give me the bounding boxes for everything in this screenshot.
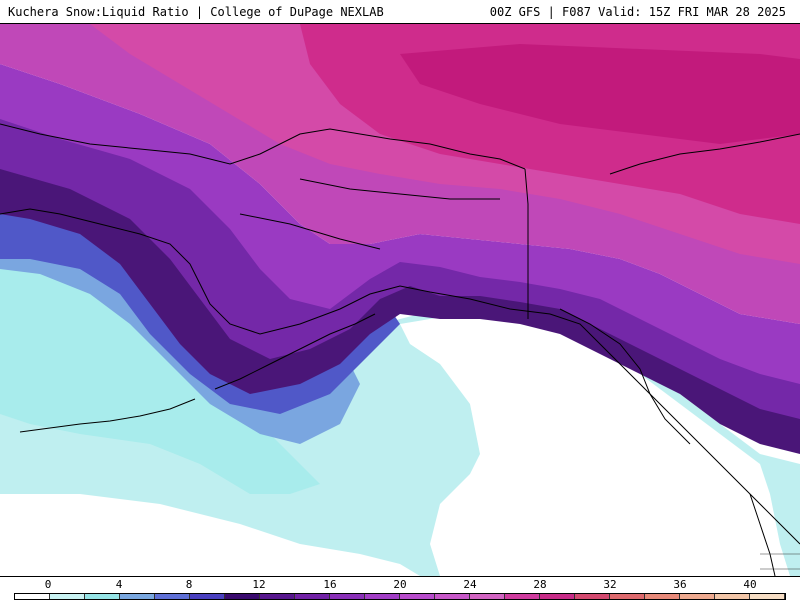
color-swatch: [645, 594, 680, 599]
color-swatch: [85, 594, 120, 599]
color-swatch: [715, 594, 750, 599]
tick-label: 28: [533, 578, 547, 591]
tick-label: 40: [743, 578, 757, 591]
snow-ratio-field: [0, 24, 800, 576]
color-swatch: [540, 594, 575, 599]
coastlines: [0, 123, 800, 576]
contour-lightblue-band: [0, 224, 360, 444]
forecast-map: [0, 24, 800, 576]
color-swatch: [330, 594, 365, 599]
tick-label: 24: [463, 578, 477, 591]
tick-label: 32: [603, 578, 617, 591]
color-swatch: [190, 594, 225, 599]
valid-time: 00Z GFS | F087 Valid: 15Z FRI MAR 28 202…: [489, 5, 786, 19]
colorbar-legend: 0 4 8 12 16 20 24 28 32 36 40: [0, 576, 800, 600]
color-swatch: [680, 594, 715, 599]
color-swatch: [610, 594, 645, 599]
color-swatch: [575, 594, 610, 599]
contour-blue-band: [0, 214, 400, 414]
contour-deep-purple: [0, 164, 800, 454]
color-swatch: [470, 594, 505, 599]
tick-label: 12: [252, 578, 266, 591]
color-swatch: [435, 594, 470, 599]
contour-hot-pink-core: [400, 44, 800, 144]
contour-cyan-band: [0, 234, 320, 494]
color-swatch: [15, 594, 50, 599]
color-swatch: [400, 594, 435, 599]
color-swatch: [295, 594, 330, 599]
tick-label: 8: [185, 578, 193, 591]
map-header: Kuchera Snow:Liquid Ratio | College of D…: [0, 0, 800, 24]
state-borders: [760, 553, 800, 570]
contour-purple: [0, 114, 800, 419]
color-swatch: [50, 594, 85, 599]
color-scale: [14, 593, 786, 600]
contour-white-gulf: [400, 314, 790, 576]
color-swatch: [225, 594, 260, 599]
color-swatch: [505, 594, 540, 599]
tick-label: 20: [393, 578, 407, 591]
contour-violet: [0, 64, 800, 384]
color-swatch: [155, 594, 190, 599]
color-swatch: [120, 594, 155, 599]
tick-label: 16: [323, 578, 337, 591]
color-swatch: [365, 594, 400, 599]
color-swatch: [750, 594, 785, 599]
contour-white-southwest: [0, 494, 420, 576]
tick-label: 36: [673, 578, 687, 591]
tick-label: 0: [44, 578, 52, 591]
color-swatch: [260, 594, 295, 599]
product-title: Kuchera Snow:Liquid Ratio | College of D…: [8, 5, 384, 19]
tick-label: 4: [115, 578, 123, 591]
